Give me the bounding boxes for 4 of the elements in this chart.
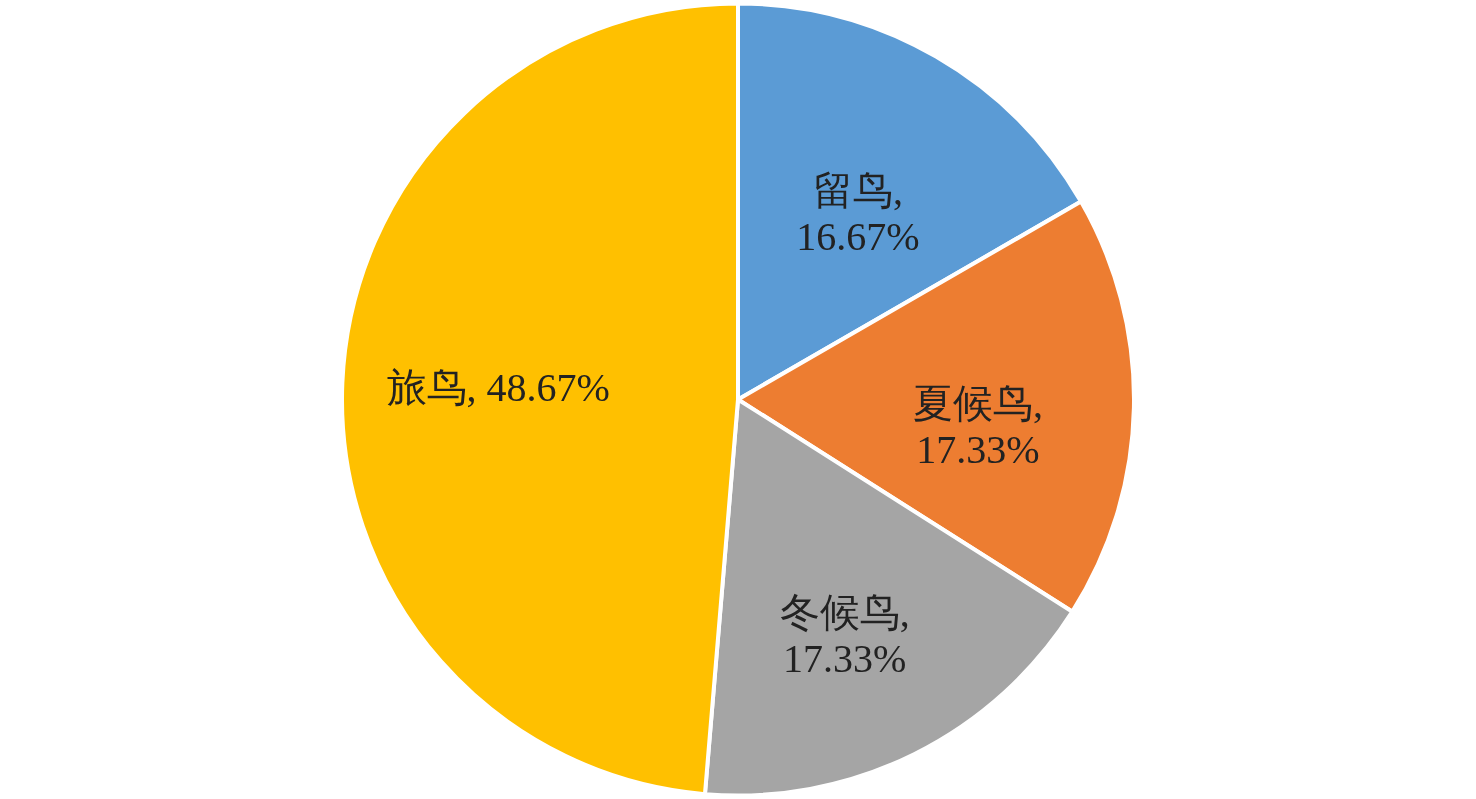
- slice-label: 旅鸟, 48.67%: [386, 365, 610, 411]
- slice-label: 夏候鸟, 17.33%: [912, 380, 1043, 472]
- slice-label: 留鸟, 16.67%: [796, 167, 920, 259]
- slice-label: 冬候鸟, 17.33%: [779, 590, 910, 682]
